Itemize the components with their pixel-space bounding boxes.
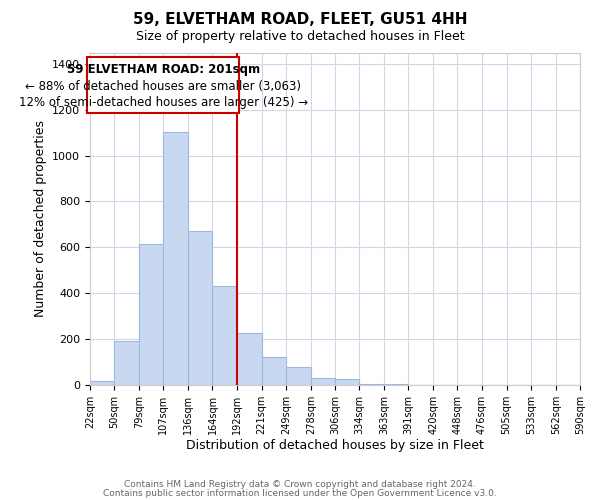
Text: Size of property relative to detached houses in Fleet: Size of property relative to detached ho… (136, 30, 464, 43)
Bar (384, 384, 409, 385)
Text: Contains HM Land Registry data © Crown copyright and database right 2024.: Contains HM Land Registry data © Crown c… (124, 480, 476, 489)
X-axis label: Distribution of detached houses by size in Fleet: Distribution of detached houses by size … (186, 440, 484, 452)
Bar (359, 384, 384, 385)
Bar (188, 231, 212, 385)
Bar (90, 382, 114, 385)
Bar (163, 132, 188, 385)
Text: Contains public sector information licensed under the Open Government Licence v3: Contains public sector information licen… (103, 488, 497, 498)
FancyBboxPatch shape (88, 57, 239, 113)
Bar (139, 244, 163, 385)
Bar (212, 286, 236, 385)
Text: 12% of semi-detached houses are larger (425) →: 12% of semi-detached houses are larger (… (19, 96, 308, 110)
Bar (311, 378, 335, 385)
Bar (236, 334, 262, 385)
Bar (335, 379, 359, 385)
Bar (262, 356, 286, 385)
Bar (286, 367, 311, 385)
Text: 59, ELVETHAM ROAD, FLEET, GU51 4HH: 59, ELVETHAM ROAD, FLEET, GU51 4HH (133, 12, 467, 28)
Bar (114, 340, 139, 385)
Y-axis label: Number of detached properties: Number of detached properties (34, 120, 47, 317)
Text: 59 ELVETHAM ROAD: 201sqm: 59 ELVETHAM ROAD: 201sqm (67, 63, 260, 76)
Text: ← 88% of detached houses are smaller (3,063): ← 88% of detached houses are smaller (3,… (25, 80, 301, 94)
